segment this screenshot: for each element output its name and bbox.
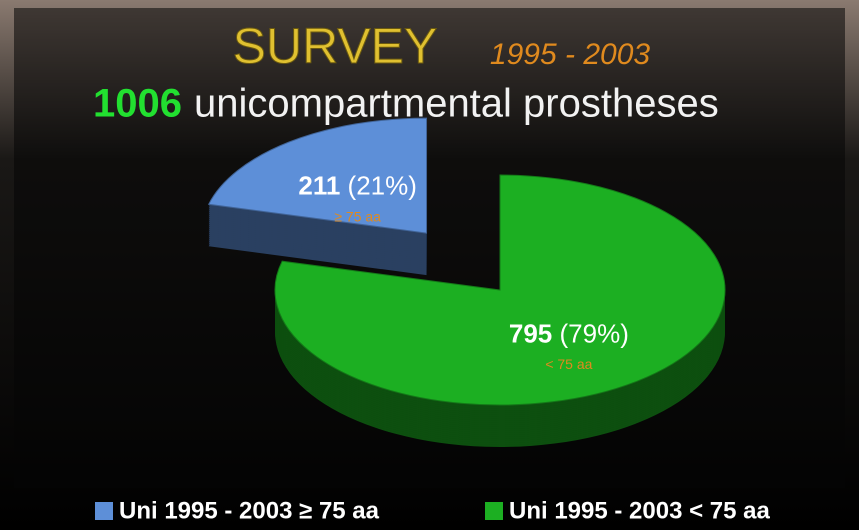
- chart: SURVEY 1995 - 2003 1006 unicompartmental…: [0, 0, 859, 530]
- legend-label: Uni 1995 - 2003 < 75 aa: [509, 497, 771, 524]
- data-share: (79%): [560, 318, 629, 348]
- data-value: 795: [509, 318, 552, 348]
- page: SURVEY 1995 - 2003 1006 unicompartmental…: [0, 0, 859, 530]
- chart-title: SURVEY: [233, 18, 438, 74]
- legend-swatch: [95, 502, 113, 520]
- slice-label: ≥ 75 aa: [334, 208, 381, 224]
- legend-swatch: [485, 502, 503, 520]
- data-label: 211 (21%): [298, 170, 417, 200]
- slice-label: < 75 aa: [545, 356, 592, 372]
- data-label: 795 (79%): [509, 318, 629, 348]
- chart-subtitle: 1995 - 2003: [490, 38, 650, 71]
- total: 1006: [93, 82, 182, 126]
- data-share: (21%): [348, 170, 417, 200]
- data-value: 211: [298, 170, 340, 200]
- total-text: unicompartmental prostheses: [194, 82, 719, 126]
- legend-label: Uni 1995 - 2003 ≥ 75 aa: [119, 497, 380, 524]
